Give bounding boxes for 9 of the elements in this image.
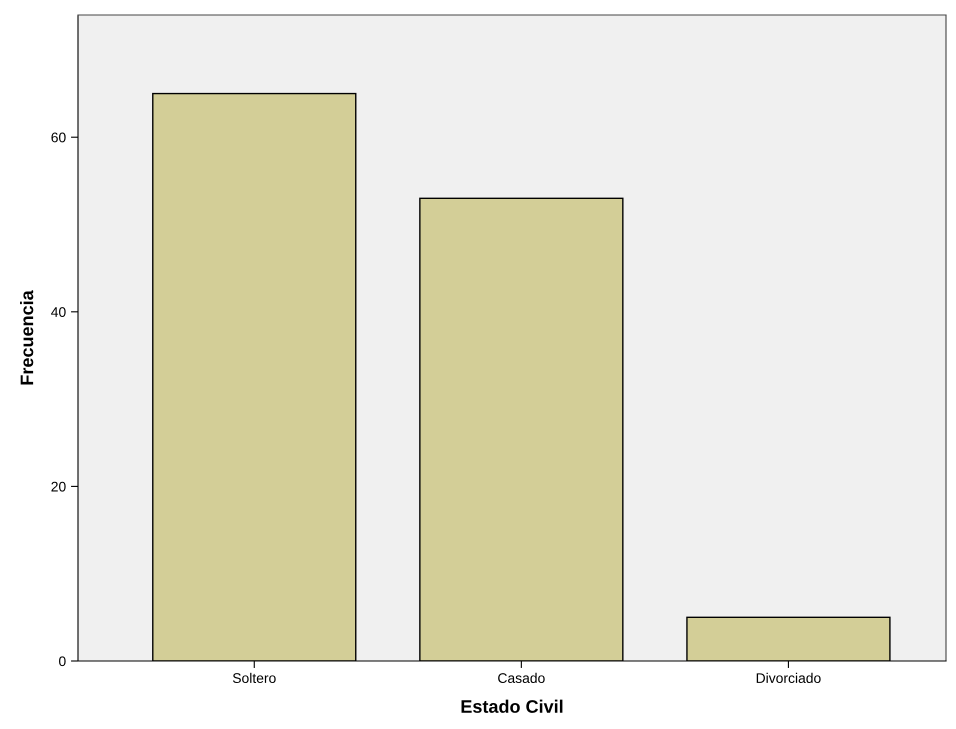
- y-tick-label: 60: [51, 132, 66, 142]
- x-tick-label: Casado: [498, 672, 545, 684]
- x-axis-title: Estado Civil: [462, 700, 562, 713]
- y-axis-title: Frecuencia: [20, 290, 34, 384]
- y-tick-label: 0: [59, 656, 66, 666]
- x-tick-label: Divorciado: [756, 672, 821, 684]
- y-tick-label: 40: [51, 307, 66, 317]
- x-tick-label: Soltero: [232, 672, 276, 684]
- y-tick-label: 20: [51, 482, 66, 492]
